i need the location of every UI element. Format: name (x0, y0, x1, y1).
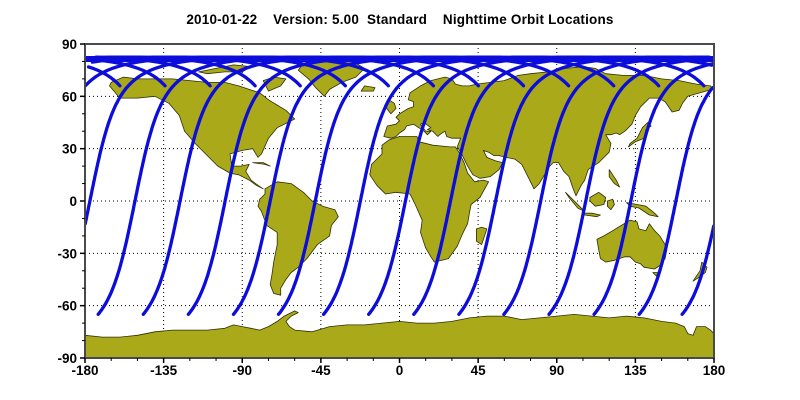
landmass-north-america (109, 76, 296, 190)
orbit-track (412, 55, 714, 316)
y-tick-label: -30 (57, 246, 77, 261)
landmass-madagascar (476, 226, 488, 245)
y-tick-label: 90 (62, 37, 77, 52)
orbit-track (86, 65, 122, 88)
orbit-track (592, 61, 714, 316)
landmass-cuba (252, 162, 271, 167)
orbit-track (547, 56, 711, 316)
orbit-track (502, 55, 711, 316)
landmass-borneo (589, 191, 607, 207)
landmass-philippines (608, 169, 620, 188)
y-tick-label: -90 (57, 351, 77, 366)
continents (85, 57, 714, 358)
x-tick-label: -90 (232, 363, 252, 378)
x-tick-label: 180 (703, 363, 726, 378)
x-tick-label: 90 (549, 363, 564, 378)
y-tick-label: -60 (57, 299, 77, 314)
orbit-track (680, 224, 714, 316)
landmass-australia (596, 219, 668, 270)
orbit-track (457, 55, 712, 316)
landmass-java (582, 212, 601, 218)
landmass-sulawesi (607, 198, 615, 211)
landmass-sumatra (565, 191, 586, 212)
landmass-antarctica (85, 310, 714, 358)
x-tick-label: -45 (311, 363, 331, 378)
x-axis-labels: -180 -135 -90 -45 0 45 90 135 180 (71, 363, 725, 378)
x-tick-label: -135 (150, 363, 178, 378)
x-tick-label: 135 (624, 363, 647, 378)
axis-ticks (80, 43, 715, 363)
y-tick-label: 30 (62, 142, 77, 157)
x-tick-label: -180 (71, 363, 98, 378)
orbit-track (637, 86, 714, 316)
x-tick-label: 45 (471, 363, 487, 378)
y-axis-labels: 90 60 30 0 -30 -60 -90 (57, 37, 77, 366)
y-tick-label: 0 (69, 194, 77, 209)
y-tick-label: 60 (62, 89, 77, 104)
landmass-new-guinea (626, 202, 659, 218)
orbit-track (91, 57, 167, 88)
x-tick-label: 0 (396, 363, 404, 378)
landmass-iceland (360, 85, 376, 92)
plot-title: 2010-01-22 Version: 5.00 Standard Nightt… (186, 12, 614, 27)
